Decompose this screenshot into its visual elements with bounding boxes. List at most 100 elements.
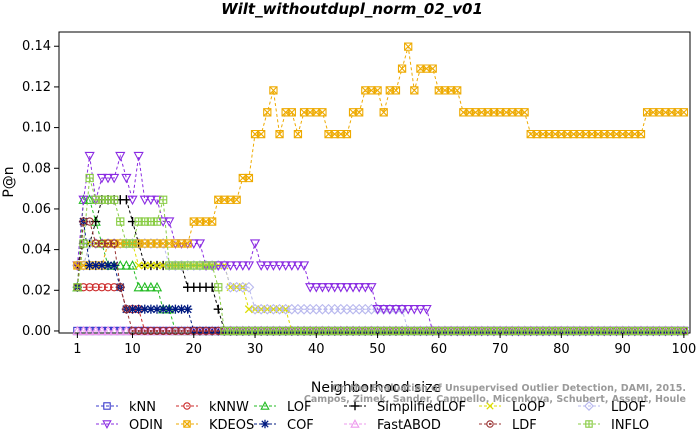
data-point bbox=[335, 283, 346, 293]
y-tick-label: 0.04 bbox=[22, 243, 51, 258]
x-tick-label: 100 bbox=[671, 342, 696, 357]
data-point bbox=[165, 326, 174, 336]
data-point bbox=[127, 304, 138, 314]
data-point bbox=[275, 129, 284, 139]
data-point bbox=[121, 195, 131, 205]
data-point bbox=[151, 281, 163, 292]
data-point bbox=[214, 283, 223, 292]
x-tick-label: 50 bbox=[369, 342, 386, 357]
plot-area bbox=[72, 42, 690, 337]
data-point bbox=[146, 304, 156, 314]
series-LDOF bbox=[72, 238, 690, 337]
data-point bbox=[225, 261, 236, 271]
data-point bbox=[177, 326, 186, 336]
data-point bbox=[91, 283, 100, 292]
legend-marker bbox=[584, 401, 594, 411]
data-point bbox=[79, 239, 88, 248]
data-point bbox=[134, 304, 144, 314]
data-point bbox=[176, 304, 187, 314]
y-tick-label: 0.08 bbox=[22, 161, 51, 176]
data-point bbox=[329, 283, 340, 293]
legend-label: COF bbox=[287, 418, 314, 433]
watermark-line-2: Campos, Zimek, Sander, Campello, Micenko… bbox=[304, 394, 686, 405]
legend-label: FastABOD bbox=[377, 418, 441, 433]
data-point bbox=[139, 195, 150, 206]
chart-title: Wilt_withoutdupl_norm_02_v01 bbox=[221, 0, 483, 18]
y-tick-label: 0.02 bbox=[22, 283, 51, 298]
data-point bbox=[379, 108, 388, 117]
data-point bbox=[97, 239, 107, 248]
data-point bbox=[244, 305, 253, 314]
data-point bbox=[183, 239, 192, 248]
legend-item: ODIN bbox=[96, 418, 163, 433]
data-point bbox=[360, 283, 371, 293]
data-point bbox=[305, 283, 316, 293]
data-point bbox=[133, 281, 144, 292]
data-point bbox=[122, 305, 131, 314]
data-point bbox=[102, 173, 114, 184]
data-point bbox=[318, 108, 327, 117]
data-point bbox=[116, 217, 125, 226]
y-tick-label: 0.12 bbox=[22, 80, 51, 95]
data-point bbox=[103, 239, 113, 248]
legend-label: KDEOS bbox=[209, 418, 254, 433]
y-tick-label: 0.14 bbox=[22, 39, 51, 54]
data-point bbox=[219, 261, 230, 271]
data-point bbox=[78, 325, 89, 336]
legend-marker bbox=[260, 419, 270, 429]
series-line bbox=[77, 243, 684, 332]
data-point bbox=[158, 326, 168, 336]
data-point bbox=[134, 261, 143, 270]
x-tick-label: 10 bbox=[124, 342, 141, 357]
data-point bbox=[91, 260, 101, 271]
legend-marker bbox=[350, 419, 360, 428]
data-point bbox=[127, 195, 138, 206]
data-point bbox=[256, 261, 267, 271]
legend-item: KDEOS bbox=[176, 418, 254, 433]
data-point bbox=[263, 108, 272, 117]
legend-label: LDOF bbox=[611, 400, 646, 415]
data-point bbox=[520, 108, 529, 117]
data-point bbox=[158, 304, 168, 314]
data-point bbox=[373, 86, 382, 95]
data-point bbox=[102, 325, 114, 336]
data-point bbox=[96, 173, 108, 184]
data-point bbox=[103, 283, 113, 292]
legend-marker bbox=[103, 402, 111, 410]
legend-item: LoOP bbox=[479, 400, 545, 415]
series-line bbox=[76, 221, 684, 332]
legend-item: kNNW bbox=[176, 400, 249, 415]
data-point bbox=[287, 108, 296, 117]
data-point bbox=[183, 304, 193, 314]
data-point bbox=[208, 326, 217, 336]
data-point bbox=[121, 260, 132, 270]
legend-item: LDOF bbox=[578, 400, 646, 415]
data-point bbox=[404, 42, 413, 51]
x-tick-label: 60 bbox=[431, 342, 448, 357]
data-point bbox=[164, 304, 174, 314]
legend: kNN kNNW LOF SimplifiedLOF LoOP LDOF ODIN KDEOS… bbox=[96, 400, 649, 433]
data-point bbox=[73, 283, 82, 292]
data-point bbox=[298, 261, 310, 271]
legend-marker bbox=[102, 420, 112, 429]
data-point bbox=[354, 283, 365, 293]
legend-label: LDF bbox=[512, 418, 537, 433]
data-point bbox=[244, 173, 254, 183]
data-point bbox=[355, 108, 364, 117]
x-tick-label: 90 bbox=[614, 342, 631, 357]
data-point bbox=[280, 261, 291, 271]
data-point bbox=[410, 86, 419, 95]
data-point bbox=[103, 260, 113, 271]
data-point bbox=[195, 326, 205, 336]
y-tick-label: 0.10 bbox=[22, 121, 51, 136]
data-point bbox=[208, 261, 217, 270]
y-axis-label: P@n bbox=[1, 166, 17, 197]
legend-item: LOF bbox=[254, 400, 312, 415]
legend-item: kNN bbox=[96, 400, 156, 415]
legend-item: SimplifiedLOF bbox=[344, 400, 466, 415]
data-point bbox=[171, 326, 180, 336]
legend-item: FastABOD bbox=[344, 418, 441, 433]
legend-label: ODIN bbox=[129, 418, 163, 433]
data-point bbox=[453, 86, 462, 95]
